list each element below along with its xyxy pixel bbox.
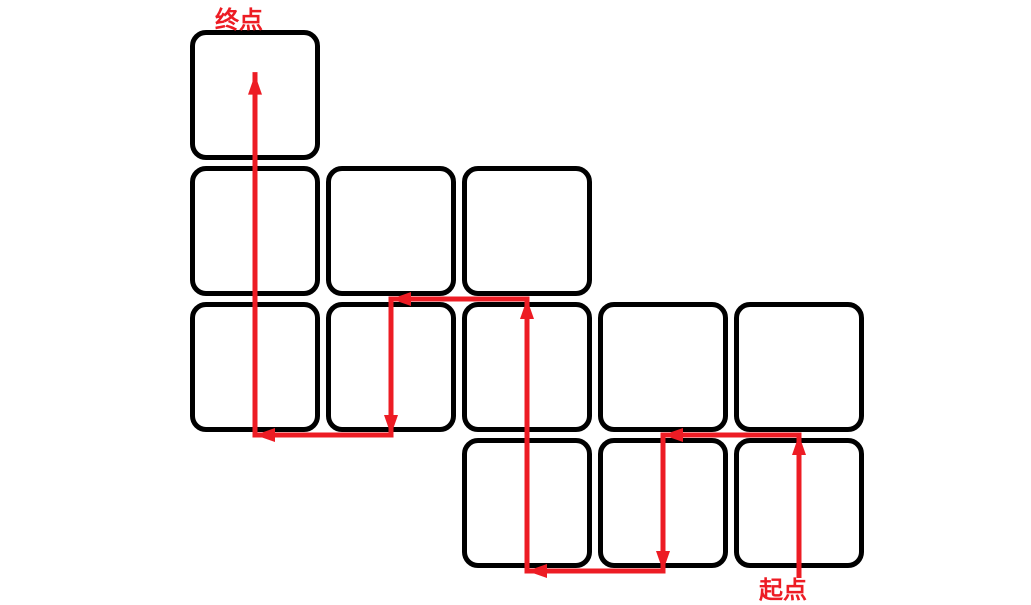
grid-cell — [462, 438, 592, 568]
start-label: 起点 — [759, 570, 807, 605]
grid-cell — [734, 302, 864, 432]
diagram-stage: 终点起点 — [0, 0, 1031, 578]
grid-cell — [598, 302, 728, 432]
grid-cell — [190, 166, 320, 296]
grid-cell — [326, 166, 456, 296]
grid-cell — [190, 30, 320, 160]
grid-cell — [462, 166, 592, 296]
grid-cell — [190, 302, 320, 432]
grid-cell — [598, 438, 728, 568]
end-label: 终点 — [215, 0, 263, 35]
grid-cell — [462, 302, 592, 432]
grid-cell — [326, 302, 456, 432]
grid-cell — [734, 438, 864, 568]
